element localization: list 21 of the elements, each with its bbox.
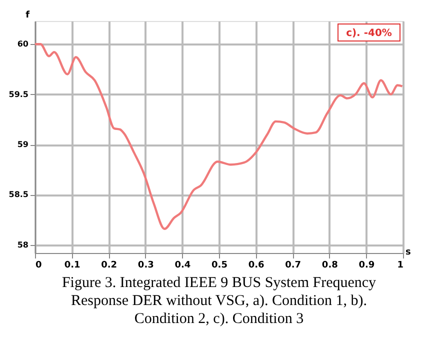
x-tick-label: 0.6 bbox=[248, 260, 264, 270]
x-tick-label: 0.7 bbox=[285, 260, 302, 270]
y-tick-label: 60 bbox=[17, 40, 29, 49]
x-tick-label: 0.2 bbox=[101, 260, 118, 270]
y-tick-label: 59.5 bbox=[8, 90, 29, 99]
x-tick-label: 0.9 bbox=[358, 260, 375, 270]
line-series bbox=[34, 43, 404, 230]
x-tick-label: 0 bbox=[36, 260, 42, 270]
x-tick-label: 0.5 bbox=[212, 260, 228, 270]
x-tick-label: 0.8 bbox=[322, 260, 338, 270]
x-tick-label: 1 bbox=[397, 260, 404, 270]
x-axis-title: s bbox=[406, 248, 411, 258]
y-tick-label: 59 bbox=[17, 140, 29, 150]
y-axis-title: f bbox=[26, 10, 30, 20]
x-tick-label: 0.3 bbox=[138, 260, 154, 270]
text: Figure 3. Integrated IEEE 9 BUS System Frequency Response DER without VSG, a). Condition 1, b). Condition 2, c). Condition 3 bbox=[62, 275, 377, 327]
x-tick-label: 0.1 bbox=[64, 260, 80, 270]
annotation: c). -40% bbox=[346, 28, 392, 39]
y-tick-label: 58.5 bbox=[8, 190, 29, 200]
x-tick-label: 0.4 bbox=[174, 260, 191, 270]
y-tick-label: 58 bbox=[17, 240, 29, 250]
